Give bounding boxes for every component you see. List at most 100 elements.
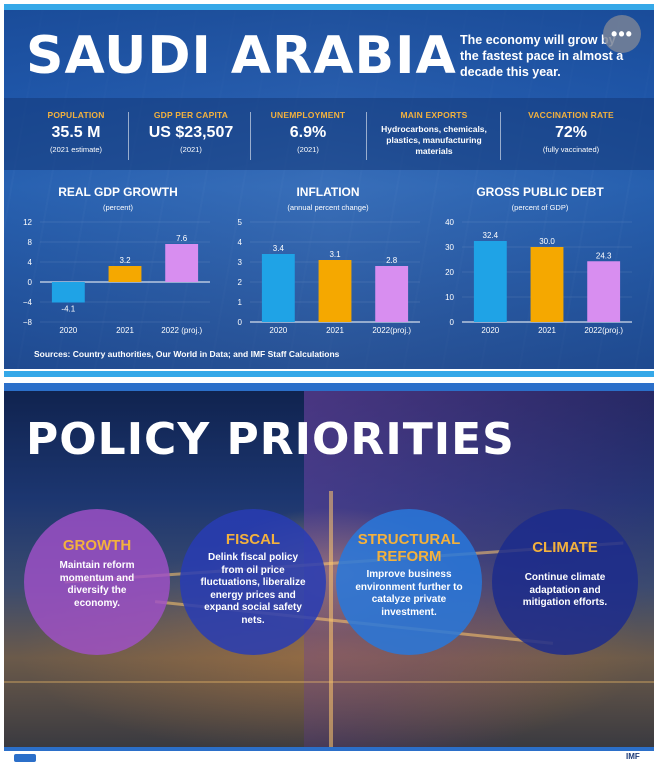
top-accent-stripe (4, 4, 654, 10)
priority-growth: GROWTH Maintain reform momentum and dive… (24, 509, 170, 655)
priority-body: Improve business environment further to … (355, 569, 463, 618)
y-tick-label: 4 (238, 238, 243, 247)
priority-body: Maintain reform momentum and diversify t… (59, 560, 135, 609)
y-tick-label: 30 (445, 243, 454, 252)
bar (51, 282, 85, 303)
inflation-plot: 5 4 3 2 1 0 3.4 2020 3.1 2021 2.8 2022(proj.) (238, 218, 420, 335)
bar (530, 247, 564, 322)
stat-divider (500, 112, 501, 160)
x-tick-label: 2022(proj.) (584, 326, 623, 335)
stat-value: US $23,507 (148, 124, 234, 141)
stat-note: (2021) (297, 145, 319, 154)
headline-tagline: The economy will grow by the fastest pac… (460, 33, 624, 79)
chart-inflation: INFLATION (annual percent change) 5 4 3 2 1 0… (228, 185, 428, 341)
data-label: 24.3 (596, 251, 612, 260)
y-tick-label: 5 (238, 218, 243, 227)
stat-gdp-per-capita: GDP PER CAPITA US $23,507 (2021) (136, 110, 246, 154)
x-tick-label: 2020 (269, 326, 287, 335)
stat-note: (fully vaccinated) (542, 145, 600, 154)
chart-gdp-growth: REAL GDP GROWTH (percent) 12 8 4 0 −4 −8 -4.1 2… (18, 185, 218, 341)
stat-label: MAIN EXPORTS (400, 110, 468, 120)
x-tick-label: 2020 (59, 326, 77, 335)
stat-divider (128, 112, 129, 160)
policy-title: POLICY PRIORITIES (26, 414, 515, 465)
y-tick-label: 1 (238, 298, 243, 307)
priority-title: CLIMATE (532, 539, 598, 556)
public-debt-plot: 40 30 20 10 0 32.4 2020 30.0 2021 24.3 2022(proj.) (445, 218, 632, 335)
data-label: 3.2 (119, 256, 131, 265)
bar (165, 244, 199, 282)
chart-title: GROSS PUBLIC DEBT (476, 185, 604, 199)
data-label: 7.6 (176, 234, 188, 243)
chart-subtitle: (percent of GDP) (511, 203, 569, 212)
stat-note: (2021 estimate) (49, 145, 103, 154)
stat-label: VACCINATION RATE (528, 110, 614, 120)
footer-logo (14, 754, 36, 762)
stat-label: GDP PER CAPITA (153, 110, 229, 120)
stat-value: 6.9% (289, 124, 327, 141)
x-tick-label: 2021 (326, 326, 344, 335)
bar (587, 261, 621, 322)
stat-divider (366, 112, 367, 160)
stat-label: UNEMPLOYMENT (270, 110, 346, 120)
gdp-growth-plot: 12 8 4 0 −4 −8 -4.1 2020 3.2 2021 7.6 2022 (proj.) (23, 218, 210, 335)
section-divider (4, 369, 654, 391)
y-tick-label: 8 (28, 238, 33, 247)
y-tick-label: −4 (23, 298, 33, 307)
y-tick-label: 2 (238, 278, 243, 287)
ellipsis-icon: ••• (611, 23, 633, 44)
priority-structural-reform: STRUCTURAL REFORM Improve business envir… (336, 509, 482, 655)
x-tick-label: 2022(proj.) (372, 326, 411, 335)
stat-value: Hydrocarbons, chemicals, plastics, manuf… (381, 124, 487, 156)
x-tick-label: 2021 (538, 326, 556, 335)
y-tick-label: 12 (23, 218, 32, 227)
footer-imf-label: IMF (626, 752, 640, 761)
stats-band (4, 98, 654, 170)
divider-dark-band (4, 383, 654, 391)
y-tick-label: 40 (445, 218, 454, 227)
stat-population: POPULATION 35.5 M (2021 estimate) (26, 110, 126, 154)
data-label: 3.4 (273, 244, 285, 253)
chart-subtitle: (annual percent change) (287, 203, 369, 212)
data-label: 2.8 (386, 256, 398, 265)
stat-label: POPULATION (47, 110, 105, 120)
data-label: 30.0 (539, 237, 555, 246)
data-label: -4.1 (61, 305, 75, 314)
priority-title: GROWTH (62, 537, 132, 554)
bar (108, 266, 142, 282)
stat-value: 35.5 M (51, 124, 101, 141)
y-tick-label: 0 (450, 318, 455, 327)
sources-note: Sources: Country authorities, Our World … (34, 349, 340, 359)
more-options-button[interactable]: ••• (603, 15, 641, 53)
stat-value: 72% (554, 124, 588, 141)
divider-light-band (4, 371, 654, 377)
road-decoration (329, 491, 333, 747)
y-tick-label: 0 (28, 278, 33, 287)
bottom-accent-stripe (4, 747, 654, 751)
y-tick-label: −8 (23, 318, 33, 327)
priority-title: FISCAL (225, 531, 281, 548)
priority-fiscal: FISCAL Delink fiscal policy from oil pri… (180, 509, 326, 655)
y-tick-label: 3 (238, 258, 243, 267)
stat-main-exports: MAIN EXPORTS Hydrocarbons, chemicals, pl… (372, 110, 496, 157)
priority-body: Continue climate adaptation and mitigati… (522, 572, 608, 608)
bar (261, 254, 295, 322)
country-title: SAUDI ARABIA (26, 26, 457, 86)
stat-note: (2021) (180, 145, 202, 154)
data-label: 32.4 (483, 231, 499, 240)
road-decoration (4, 681, 654, 683)
stat-divider (250, 112, 251, 160)
chart-title: INFLATION (296, 185, 360, 199)
bar (473, 241, 507, 322)
priority-climate: CLIMATE Continue climate adaptation and … (492, 509, 638, 655)
stat-unemployment: UNEMPLOYMENT 6.9% (2021) (256, 110, 360, 154)
chart-title: REAL GDP GROWTH (58, 185, 178, 199)
x-tick-label: 2021 (116, 326, 134, 335)
data-label: 3.1 (329, 250, 341, 259)
stat-vaccination-rate: VACCINATION RATE 72% (fully vaccinated) (508, 110, 634, 154)
priority-title: STRUCTURAL REFORM (357, 531, 461, 565)
bar (318, 260, 352, 322)
x-tick-label: 2020 (481, 326, 499, 335)
y-tick-label: 0 (238, 318, 243, 327)
y-tick-label: 10 (445, 293, 454, 302)
